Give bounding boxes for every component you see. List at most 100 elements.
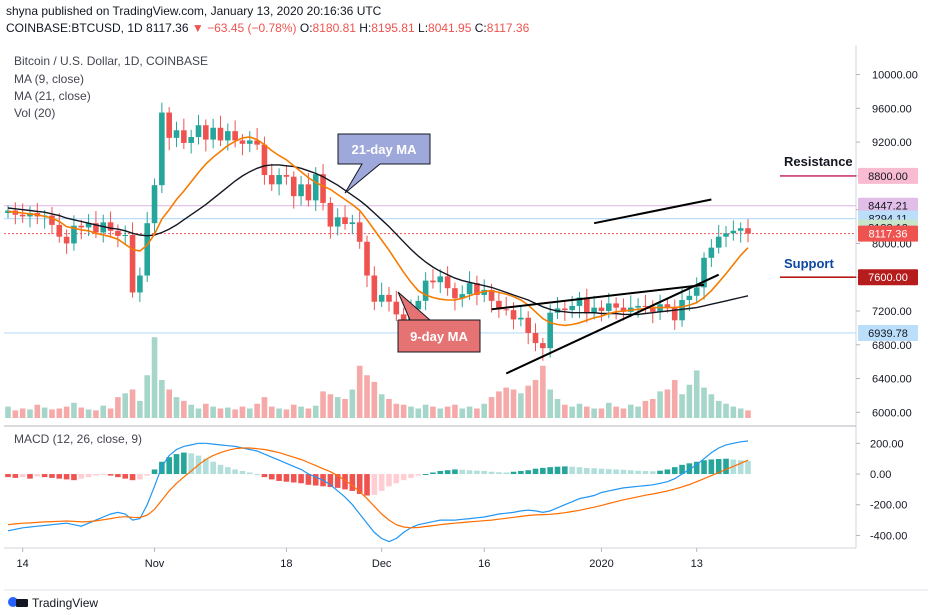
price-badge	[858, 324, 918, 341]
volume-bar	[393, 403, 400, 418]
candle-body	[305, 184, 312, 201]
candle-body	[503, 309, 510, 311]
price-tick-label: 10000.00	[872, 70, 918, 82]
volume-bar	[459, 408, 466, 418]
volume-bar	[657, 391, 663, 418]
volume-bar	[137, 400, 143, 418]
resistance-label: Resistance	[784, 154, 853, 169]
macd-histogram-bar	[364, 474, 370, 496]
macd-histogram-bar	[115, 474, 121, 478]
candle-body	[261, 144, 268, 176]
legend-ma9[interactable]: MA (9, close)	[14, 72, 85, 86]
candle-body	[649, 306, 656, 312]
volume-bar	[605, 402, 612, 418]
volume-bar	[239, 406, 246, 418]
price-badge-label: 8800.00	[868, 171, 908, 183]
macd-histogram-bar	[474, 470, 480, 475]
macd-histogram-bar	[298, 474, 304, 484]
brand-name: TradingView	[32, 596, 99, 610]
macd-histogram-bar	[225, 467, 231, 475]
candle-body	[349, 222, 356, 225]
volume-bar	[518, 393, 524, 418]
macd-line	[7, 440, 749, 543]
macd-histogram-bar	[547, 467, 553, 475]
volume-bar	[664, 389, 671, 418]
channel-upper-line	[593, 198, 712, 225]
candle-body	[49, 215, 55, 225]
candle-body	[63, 236, 70, 244]
candle-body	[327, 202, 334, 227]
volume-bar	[540, 365, 546, 418]
candle-body	[283, 175, 290, 177]
candle-body	[430, 280, 436, 283]
volume-bar	[71, 402, 77, 418]
volume-bar	[613, 406, 619, 418]
ma9-callout	[397, 291, 481, 353]
volume-bar	[415, 408, 422, 418]
volume-bar	[173, 397, 180, 418]
close-value: 8117.36	[486, 21, 530, 35]
volume-bar	[210, 406, 216, 418]
symbol-header: COINBASE:BTCUSD, 1D 8117.36 ▼ −63.45 (−0…	[6, 21, 529, 35]
candle-body	[93, 223, 99, 233]
footer-brand[interactable]: TradingView	[8, 596, 98, 610]
legend-macd[interactable]: MACD (12, 26, close, 9)	[14, 432, 143, 446]
volume-bar	[576, 403, 583, 418]
legend-ma21[interactable]: MA (21, close)	[14, 89, 91, 103]
volume-bar	[356, 365, 363, 418]
volume-bar	[195, 408, 202, 418]
candle-body	[671, 307, 678, 321]
volume-bar	[151, 337, 158, 418]
macd-histogram-bar	[166, 457, 172, 475]
price-badge	[858, 197, 918, 214]
macd-histogram-bar	[137, 474, 143, 480]
time-tick-label: Nov	[145, 558, 165, 570]
macd-histogram-bar	[671, 467, 678, 475]
candle-body	[320, 174, 326, 203]
candle-body	[686, 295, 693, 301]
macd-histogram-bar	[613, 469, 619, 475]
macd-histogram-bar	[5, 474, 11, 478]
volume-bar	[745, 410, 751, 418]
volume-bar	[364, 375, 370, 418]
macd-histogram-bar	[503, 472, 510, 475]
macd-histogram-bar	[569, 466, 575, 475]
macd-histogram-bar	[41, 474, 48, 478]
candle-body	[532, 332, 539, 344]
macd-histogram-bar	[693, 461, 700, 475]
candle-body	[518, 317, 524, 320]
volume-bar	[181, 400, 187, 418]
open-label: O:	[299, 21, 313, 35]
ma21-line	[7, 164, 749, 316]
time-tick-label: Dec	[372, 558, 392, 570]
candle-body	[723, 233, 729, 237]
price-badge-label: 7600.00	[868, 272, 908, 284]
macd-histogram-bar	[63, 474, 70, 480]
ma9-callout-label: 9-day MA	[410, 329, 468, 344]
macd-histogram-bar	[642, 470, 649, 475]
volume-bar	[93, 410, 99, 418]
candle-body	[144, 223, 151, 276]
volume-bar	[701, 387, 707, 418]
volume-bar	[693, 370, 700, 418]
legend-volume[interactable]: Vol (20)	[14, 106, 56, 120]
volume-bar	[430, 406, 436, 418]
macd-histogram-bar	[49, 474, 55, 478]
price-badge-label: 6939.78	[868, 328, 908, 340]
volume-bar	[261, 397, 268, 418]
macd-histogram-bar	[12, 474, 19, 478]
macd-histogram-bar	[151, 469, 158, 475]
macd-histogram-bar	[562, 466, 568, 475]
close-label: C:	[474, 21, 487, 35]
candle-body	[246, 140, 253, 144]
volume-bar	[642, 400, 649, 418]
macd-histogram-bar	[386, 474, 392, 487]
symbol-name: COINBASE:BTCUSD, 1D	[6, 21, 143, 35]
volume-bar	[400, 404, 407, 418]
macd-histogram-bar	[246, 472, 253, 475]
down-arrow-icon: ▼	[191, 21, 204, 35]
volume-bar	[144, 375, 151, 418]
candle-body	[664, 304, 671, 308]
macd-histogram-bar	[312, 474, 319, 486]
